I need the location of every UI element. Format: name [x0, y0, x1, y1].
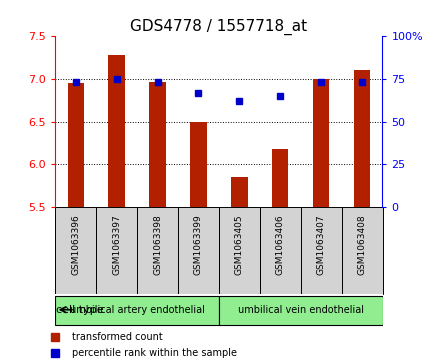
Bar	[68, 83, 84, 207]
Bar	[354, 70, 370, 207]
Text: cell type: cell type	[56, 305, 104, 315]
Bar	[342, 207, 383, 294]
Text: GSM1063399: GSM1063399	[194, 214, 203, 275]
Bar	[231, 177, 247, 207]
Text: percentile rank within the sample: percentile rank within the sample	[72, 348, 237, 358]
Bar	[137, 207, 178, 294]
Text: umbilical artery endothelial: umbilical artery endothelial	[70, 305, 204, 315]
Text: GSM1063407: GSM1063407	[317, 214, 326, 274]
Bar	[219, 295, 382, 325]
Bar	[178, 207, 219, 294]
Text: GSM1063396: GSM1063396	[71, 214, 80, 275]
Text: GSM1063405: GSM1063405	[235, 214, 244, 274]
Bar	[108, 55, 125, 207]
Bar	[219, 207, 260, 294]
Text: transformed count: transformed count	[72, 332, 163, 342]
Bar	[190, 122, 207, 207]
Bar	[55, 295, 219, 325]
Bar	[260, 207, 300, 294]
Text: GSM1063406: GSM1063406	[276, 214, 285, 274]
Bar	[313, 79, 329, 207]
Bar	[300, 207, 342, 294]
Text: GSM1063397: GSM1063397	[112, 214, 121, 275]
Text: umbilical vein endothelial: umbilical vein endothelial	[238, 305, 364, 315]
Title: GDS4778 / 1557718_at: GDS4778 / 1557718_at	[130, 19, 307, 35]
Text: GSM1063408: GSM1063408	[357, 214, 366, 274]
Bar	[55, 207, 96, 294]
Bar	[149, 82, 166, 207]
Text: GSM1063398: GSM1063398	[153, 214, 162, 275]
Bar	[96, 207, 137, 294]
Bar	[272, 149, 289, 207]
